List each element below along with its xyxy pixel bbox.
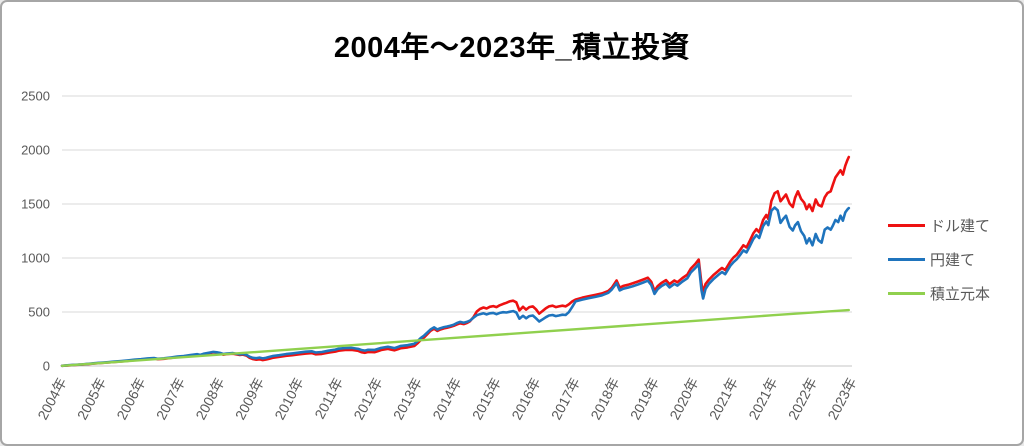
legend-line-swatch-dollar (888, 223, 925, 227)
series-layer (60, 155, 851, 368)
gridlines-layer (62, 95, 852, 367)
x-tick-label: 2007年 (153, 375, 188, 422)
y-tick-label: 2500 (21, 89, 50, 104)
y-axis-labels: 0 500 1000 1500 2000 2500 (21, 89, 50, 374)
x-tick-label: 2020年 (666, 375, 701, 422)
x-tick-label: 2009年 (232, 375, 267, 422)
legend-label-dollar: ドル建て (930, 217, 991, 235)
x-tick-label: 2016年 (508, 375, 543, 422)
series-line-principal (60, 308, 850, 367)
y-tick-label: 2000 (21, 143, 50, 158)
x-tick-label: 2005年 (74, 375, 109, 422)
x-tick-label: 2019年 (627, 375, 662, 422)
chart-title: 2004年～2023年_積立投資 (333, 32, 691, 64)
y-tick-label: 500 (28, 305, 50, 320)
x-tick-label: 2022年 (785, 375, 820, 422)
x-tick-label: 2014年 (429, 375, 464, 422)
legend-item-dollar: ドル建て (888, 208, 1018, 242)
x-tick-label: 2011年 (311, 375, 346, 421)
legend-item-principal: 積立元本 (888, 276, 1018, 310)
x-tick-label: 2023年 (824, 375, 859, 422)
legend-label-principal: 積立元本 (930, 285, 991, 303)
y-tick-label: 0 (43, 359, 50, 374)
y-tick-label: 1000 (21, 251, 50, 266)
series-line-dollar (60, 155, 851, 368)
x-tick-label: 2021年 (745, 375, 780, 422)
x-tick-label: 2004年 (34, 375, 69, 422)
x-tick-label: 2010年 (271, 375, 306, 422)
x-tick-label: 2015年 (469, 375, 504, 422)
x-tick-label: 2013年 (390, 375, 425, 422)
x-tick-label: 2017年 (548, 375, 583, 422)
series-line-yen (60, 206, 851, 368)
x-axis-labels: 2004年 2005年 2006年 2007年 2008年 2009年 2010年 2011年… (34, 375, 859, 422)
x-tick-label: 2018年 (587, 375, 622, 422)
x-tick-label: 2006年 (113, 375, 148, 422)
x-tick-label: 2021年 (706, 375, 741, 422)
x-tick-label: 2012年 (350, 375, 385, 422)
x-tick-label: 2008年 (192, 375, 227, 422)
legend-line-swatch-principal (888, 291, 925, 295)
y-tick-label: 1500 (21, 197, 50, 212)
legend-label-yen: 円建て (930, 251, 976, 269)
chart-legend: ドル建て 円建て 積立元本 (888, 208, 1018, 310)
legend-line-swatch-yen (888, 257, 925, 261)
legend-item-yen: 円建て (888, 242, 1018, 276)
